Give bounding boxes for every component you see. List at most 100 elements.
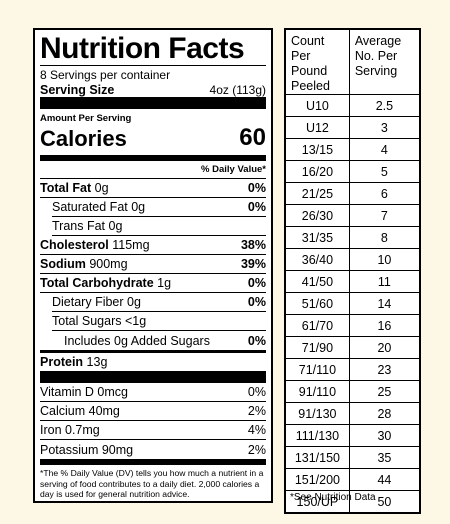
vitamin-dv: 4% (247, 423, 266, 437)
count-table-header: Count Per Pound Peeled Average No. Per S… (284, 28, 421, 95)
count-table-note: *See Nutrition Data (290, 492, 376, 503)
nutrient-label: Total Sugars (52, 314, 122, 328)
table-row: 71/90 20 (284, 336, 421, 359)
nutrient-amount: 900mg (89, 257, 128, 271)
nutrient-amount: 1g (157, 276, 172, 290)
count-cell: 21/25 (284, 182, 350, 205)
count-cell: 36/40 (284, 248, 350, 271)
daily-value-header: % Daily Value* (201, 164, 266, 175)
table-row: 151/200 44 (284, 468, 421, 491)
average-cell: 28 (348, 402, 421, 425)
vitamin-row: Potassium 90mg 2% (40, 440, 266, 459)
table-row: 61/70 16 (284, 314, 421, 337)
average-cell: 25 (348, 380, 421, 403)
nutrient-dv: 0% (247, 295, 266, 309)
nutrient-amount: 0g (108, 219, 123, 233)
protein-amount: 13g (86, 355, 108, 369)
vitamin-dv: 0% (247, 385, 266, 399)
nutrient-amount: 0g (94, 181, 109, 195)
divider (40, 65, 266, 66)
calories-label: Calories (40, 126, 127, 151)
average-cell: 44 (348, 468, 421, 491)
medium-divider (40, 155, 266, 161)
vitamin-dv: 2% (247, 442, 266, 457)
count-cell: 31/35 (284, 226, 350, 249)
average-cell: 30 (348, 424, 421, 447)
nutrient-label: Sodium (40, 257, 86, 271)
servings-per-container: 8 Servings per container (40, 68, 171, 82)
count-cell: U10 (284, 94, 350, 117)
nutrient-amount: 0g (131, 200, 146, 214)
vitamin-row: Calcium 40mg 2% (40, 402, 266, 421)
average-cell: 6 (348, 182, 421, 205)
count-cell: 41/50 (284, 270, 350, 293)
table-row: 26/30 7 (284, 204, 421, 227)
average-cell: 2.5 (348, 94, 421, 117)
nutrient-label: Includes 0g Added Sugars (64, 333, 210, 348)
thick-divider (40, 97, 266, 109)
table-row: 36/40 10 (284, 248, 421, 271)
header-average-per-serving: Average No. Per Serving (348, 28, 421, 95)
average-cell: 23 (348, 358, 421, 381)
count-cell: 151/200 (284, 468, 350, 491)
count-table-body: U10 2.5 U12 3 13/15 4 16/20 5 21/25 6 26/30 7 31/35 8… (284, 94, 421, 514)
nutrient-label: Cholesterol (40, 238, 109, 252)
nutrient-row-trans-fat: Trans Fat 0g (52, 217, 266, 236)
daily-value-footnote: *The % Daily Value (DV) tells you how mu… (40, 468, 264, 499)
table-row: 51/60 14 (284, 292, 421, 315)
thick-divider (40, 371, 266, 383)
vitamin-label: Iron 0.7mg (40, 423, 100, 437)
vitamin-label: Potassium 90mg (40, 442, 134, 457)
amount-per-serving: Amount Per Serving (40, 113, 132, 124)
average-cell: 8 (348, 226, 421, 249)
nutrient-label: Total Carbohydrate (40, 276, 154, 290)
nutrient-label: Dietary Fiber (52, 295, 124, 309)
nutrient-label: Total Fat (40, 181, 92, 195)
table-row: U12 3 (284, 116, 421, 139)
protein-label: Protein (40, 355, 84, 369)
header-count-per-pound: Count Per Pound Peeled (284, 28, 350, 95)
nutrient-dv: 39% (240, 257, 266, 271)
vitamin-label: Vitamin D 0mcg (40, 385, 128, 399)
table-row: 31/35 8 (284, 226, 421, 249)
vitamin-row: Vitamin D 0mcg 0% (40, 383, 266, 402)
average-cell: 11 (348, 270, 421, 293)
count-cell: 13/15 (284, 138, 350, 161)
nutrient-amount: 115mg (112, 238, 150, 252)
count-cell: 16/20 (284, 160, 350, 183)
vitamin-dv: 2% (247, 404, 266, 418)
count-cell: 51/60 (284, 292, 350, 315)
serving-size-value: 4oz (113g) (209, 82, 266, 97)
nutrient-label: Trans Fat (52, 219, 106, 233)
nutrient-row-total-sugars: Total Sugars <1g (52, 312, 266, 331)
average-cell: 14 (348, 292, 421, 315)
nutrient-row-added-sugars: Includes 0g Added Sugars 0% (52, 331, 266, 350)
average-cell: 7 (348, 204, 421, 227)
count-cell: 61/70 (284, 314, 350, 337)
nutrient-row-dietary-fiber: Dietary Fiber 0g 0% (52, 293, 266, 312)
table-row: 131/150 35 (284, 446, 421, 469)
count-table: Count Per Pound Peeled Average No. Per S… (284, 28, 421, 514)
nutrient-dv: 0% (247, 181, 266, 195)
count-cell: 26/30 (284, 204, 350, 227)
table-row: U10 2.5 (284, 94, 421, 117)
calories-value: 60 (239, 124, 266, 151)
nutrient-dv: 0% (247, 200, 266, 214)
serving-size-label: Serving Size (40, 82, 115, 97)
table-row: 91/110 25 (284, 380, 421, 403)
table-row: 71/110 23 (284, 358, 421, 381)
nutrient-label: Saturated Fat (52, 200, 128, 214)
count-cell: 71/110 (284, 358, 350, 381)
nutrient-amount: <1g (124, 314, 147, 328)
average-cell: 10 (348, 248, 421, 271)
divider (40, 178, 266, 179)
protein-row: Protein 13g (40, 353, 266, 371)
calories-row: Calories 60 (40, 124, 266, 151)
nutrient-row-saturated-fat: Saturated Fat 0g 0% (52, 198, 266, 217)
nutrient-row-cholesterol: Cholesterol 115mg 38% (40, 236, 266, 255)
nutrient-dv: 0% (247, 276, 266, 290)
nutrient-row-total-fat: Total Fat 0g 0% (40, 179, 266, 198)
average-cell: 35 (348, 446, 421, 469)
medium-divider (40, 459, 266, 465)
nutrient-amount: 0g (127, 295, 141, 309)
